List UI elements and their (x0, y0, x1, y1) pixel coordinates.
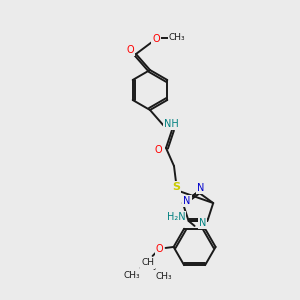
Text: N: N (197, 183, 205, 193)
Text: CH₃: CH₃ (123, 272, 140, 280)
Text: O: O (154, 145, 162, 155)
Text: NH: NH (164, 119, 178, 129)
Text: O: O (126, 45, 134, 55)
Text: CH₃: CH₃ (169, 34, 185, 43)
Text: O: O (156, 244, 164, 254)
Text: O: O (152, 34, 160, 44)
Text: N: N (183, 196, 190, 206)
Text: H₂N: H₂N (167, 212, 185, 222)
Text: CH₃: CH₃ (155, 272, 172, 281)
Text: S: S (172, 182, 180, 192)
Text: N: N (199, 218, 206, 228)
Text: CH: CH (141, 258, 154, 267)
